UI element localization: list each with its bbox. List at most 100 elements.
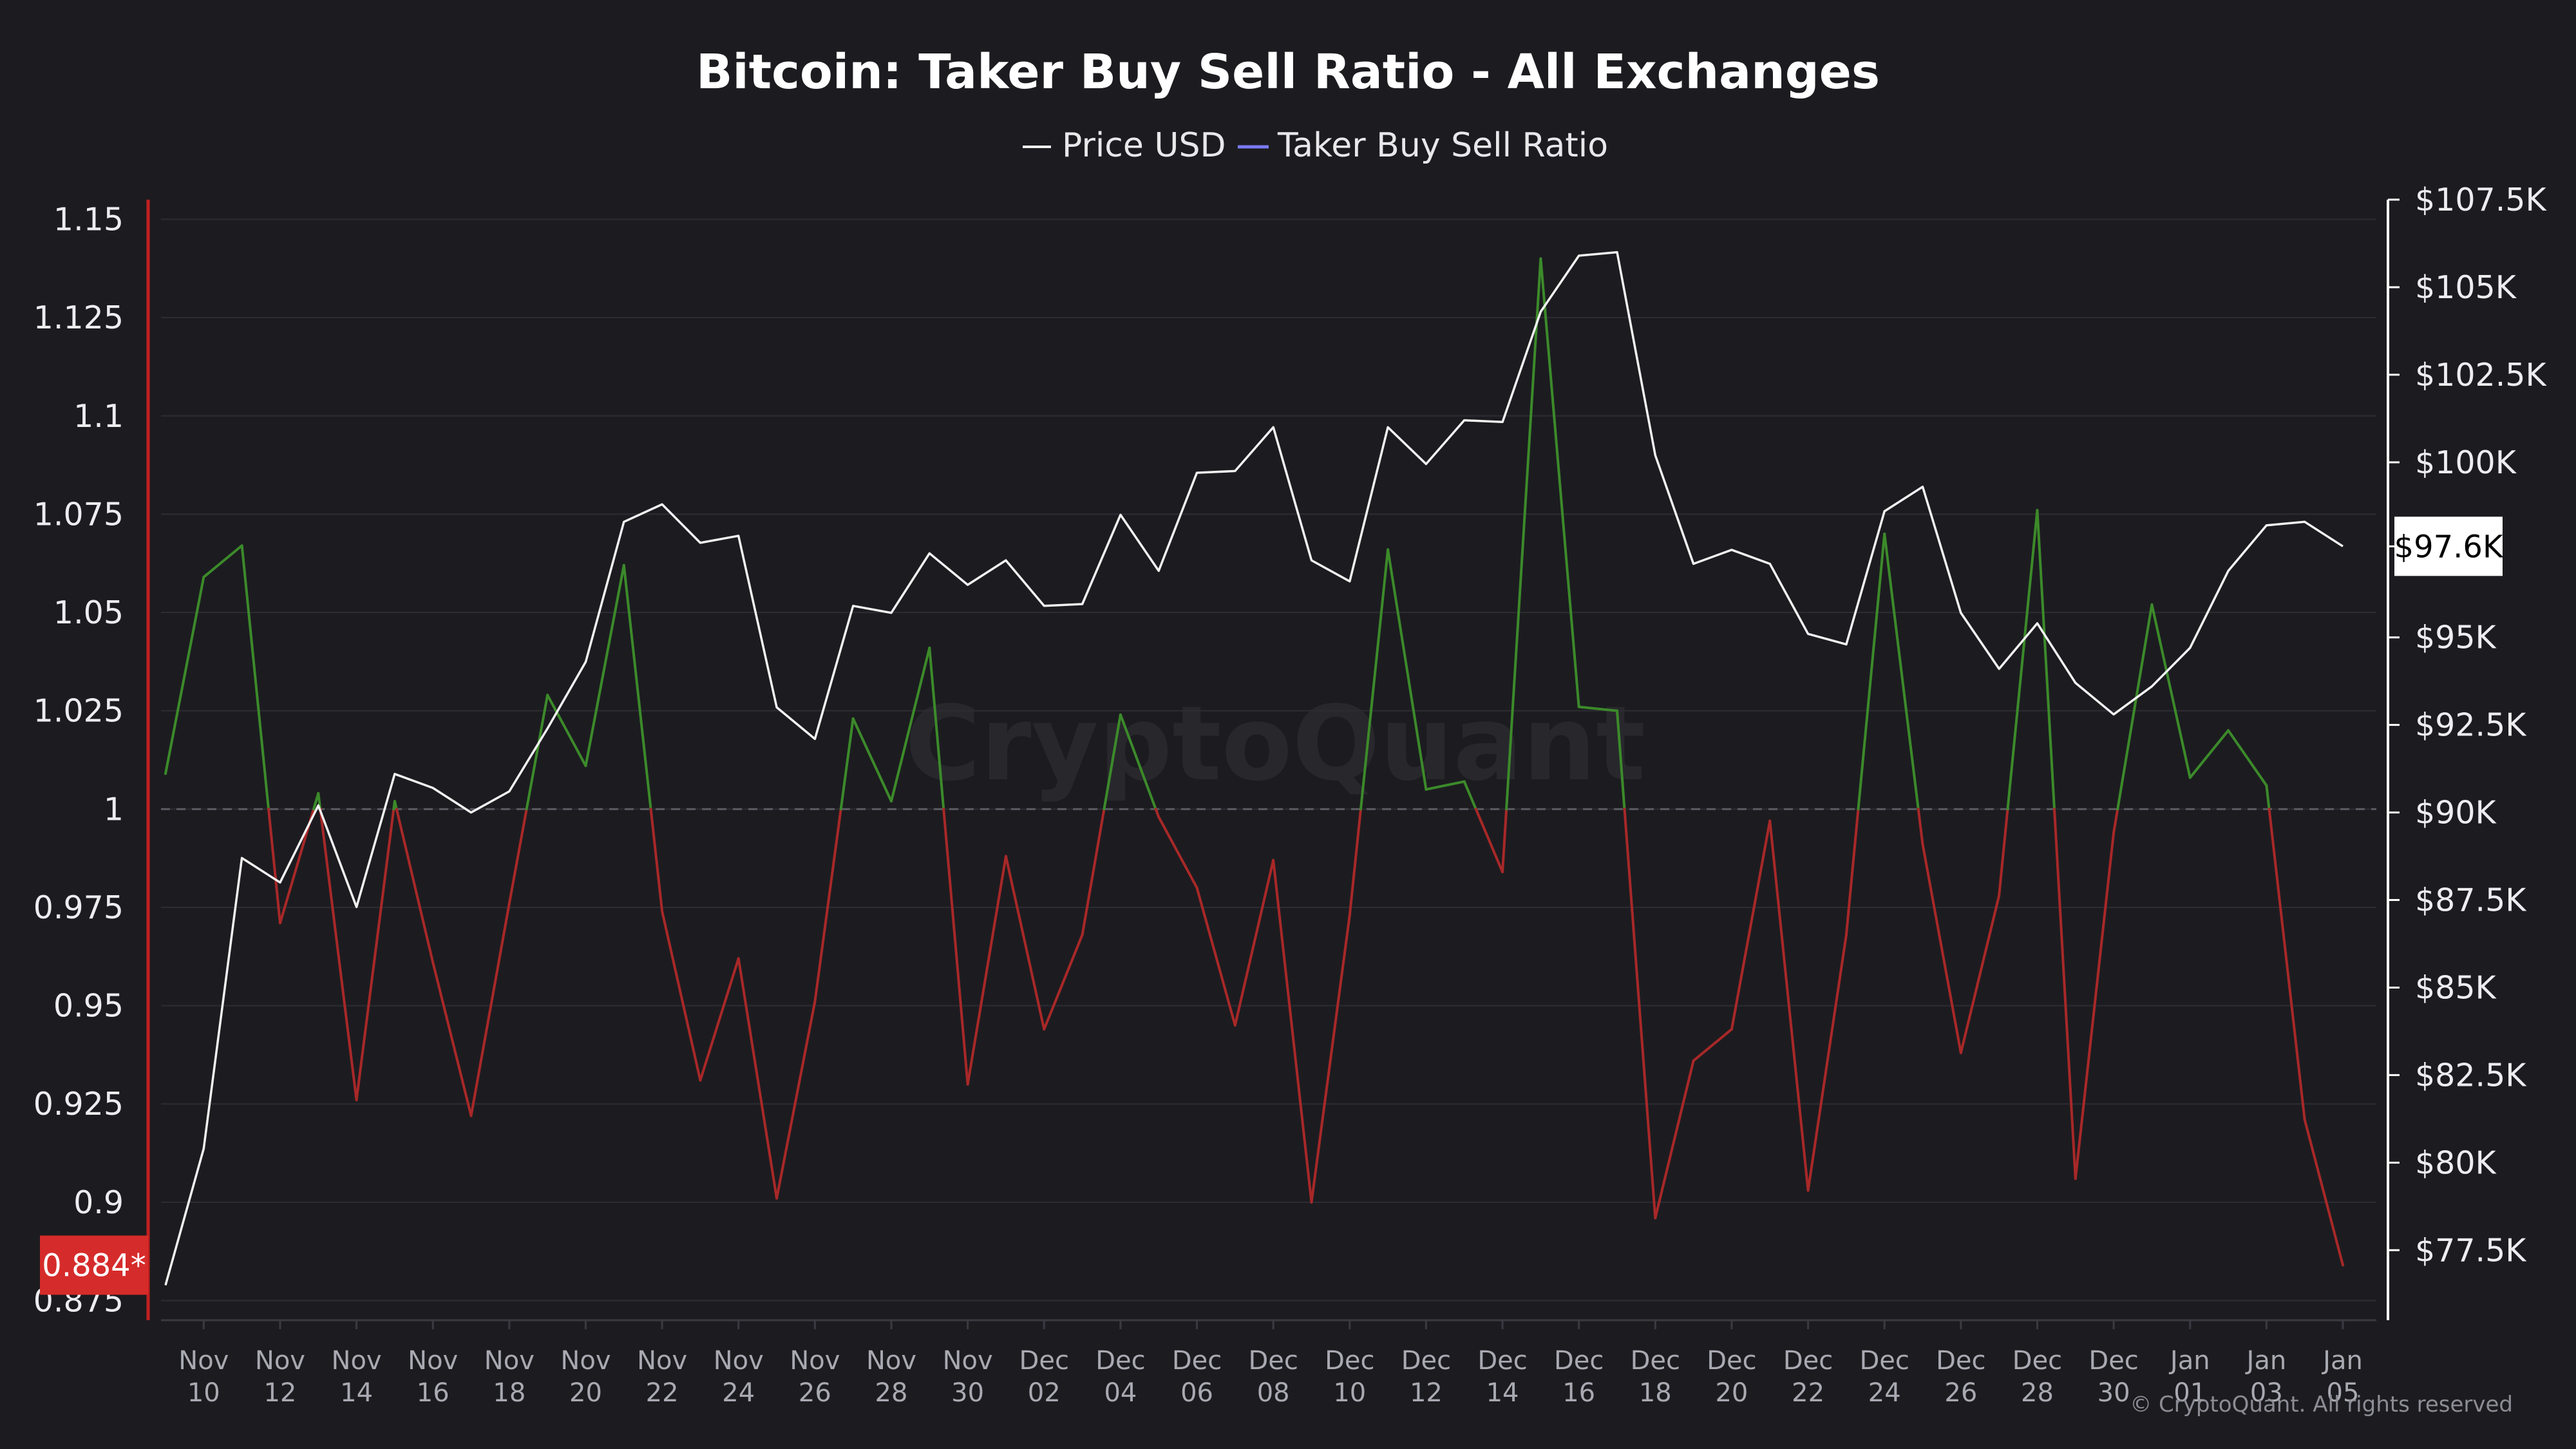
ratio-segment: [1921, 843, 1962, 1054]
ratio-segment: [393, 800, 398, 811]
ratio-segment: [942, 808, 969, 1086]
ratio-segment: [431, 961, 473, 1117]
x-tick-label: Dec 26: [1936, 1346, 1985, 1408]
x-tick-label: Nov 16: [408, 1346, 458, 1408]
x-tick-label: Jan 03: [2245, 1346, 2287, 1408]
ratio-segment: [1806, 933, 1848, 1192]
ratio-segment: [267, 808, 281, 925]
ratio-segment: [2265, 784, 2271, 811]
ratio-segment: [2227, 729, 2268, 787]
ratio-segment: [1195, 886, 1236, 1027]
ratio-segment: [2116, 603, 2154, 811]
ratio-segment: [1425, 780, 1466, 791]
ratio-segment: [1310, 914, 1351, 1204]
legend-label-ratio: Taker Buy Sell Ratio: [1277, 126, 1608, 165]
ratio-segment: [966, 855, 1007, 1086]
left-tick-label: 0.95: [53, 988, 124, 1025]
x-tick-label: Nov 24: [714, 1346, 764, 1408]
legend[interactable]: Price USD Taker Buy Sell Ratio: [1023, 126, 1608, 165]
x-tick-label: Dec 12: [1401, 1346, 1451, 1408]
right-tick-label: $95K: [2415, 620, 2497, 656]
x-tick-label: Dec 06: [1172, 1346, 1222, 1408]
copyright-note: © CryptoQuant. All rights reserved: [2130, 1392, 2513, 1417]
ratio-segment: [1119, 713, 1157, 811]
x-tick-label: Dec 14: [1477, 1346, 1527, 1408]
x-tick-label: Jan 01: [2168, 1346, 2210, 1408]
ratio-segment: [1768, 819, 1810, 1192]
ratio-segment: [1654, 1059, 1695, 1220]
x-tick-label: Dec 08: [1248, 1346, 1298, 1408]
x-axis-ticks: Nov 10 Nov 12 Nov 14 Nov 16 Nov 18 Nov 20 Nov 22 Nov 24…: [178, 1320, 2363, 1408]
right-tick-label: $87.5K: [2415, 882, 2527, 919]
ratio-segment: [1081, 808, 1106, 936]
ratio-segment: [525, 694, 549, 811]
ratio-segment: [164, 576, 205, 775]
x-tick-label: Dec 16: [1554, 1346, 1604, 1408]
series-price-usd: [164, 251, 2344, 1286]
x-tick-label: Dec 18: [1631, 1346, 1680, 1408]
ratio-segment: [355, 808, 395, 1102]
x-tick-label: Nov 20: [560, 1346, 611, 1408]
x-tick-label: Dec 10: [1325, 1346, 1374, 1408]
legend-label-price: Price USD: [1062, 126, 1226, 165]
left-tick-label: 0.9: [73, 1184, 124, 1221]
x-tick-label: Nov 26: [790, 1346, 840, 1408]
ratio-segment: [813, 808, 842, 1003]
right-badge-label: $97.6K: [2394, 529, 2504, 565]
ratio-segment: [1233, 858, 1275, 1027]
ratio-segment: [649, 808, 664, 913]
ratio-segment: [1004, 855, 1046, 1031]
ratio-segment: [1157, 815, 1198, 889]
left-tick-label: 1.1: [73, 398, 124, 435]
left-badge-box: [40, 1235, 148, 1295]
right-tick-label: $80K: [2415, 1144, 2497, 1181]
x-tick-label: Nov 30: [943, 1346, 993, 1408]
gridlines: [161, 218, 2376, 1302]
x-tick-label: Nov 18: [484, 1346, 535, 1408]
ratio-segment: [1857, 532, 1886, 811]
left-tick-label: 1: [104, 791, 124, 828]
ratio-segment: [2150, 603, 2192, 779]
ratio-segment: [890, 647, 931, 803]
left-tick-label: 1.05: [53, 594, 124, 631]
ratio-segment: [2112, 808, 2119, 834]
right-tick-label: $107.5K: [2415, 182, 2547, 218]
ratio-segment: [2303, 1118, 2344, 1267]
ratio-segment: [202, 544, 243, 579]
ratio-segment: [1844, 808, 1860, 936]
ratio-segment: [584, 564, 625, 768]
x-tick-label: Dec 24: [1860, 1346, 1909, 1408]
ratio-segment: [1692, 1028, 1733, 1063]
ratio-segment: [1359, 548, 1390, 811]
legend-item-ratio[interactable]: Taker Buy Sell Ratio: [1238, 126, 1608, 165]
x-tick-label: Dec 04: [1095, 1346, 1145, 1408]
ratio-segment: [2052, 808, 2077, 1180]
ratio-segment: [1387, 548, 1428, 791]
left-axis-ticks: 1.15 1.125 1.1 1.075 1.05 1.025 1 0.975 0.95 0.92…: [33, 202, 124, 1320]
ratio-segment: [851, 717, 893, 803]
ratio-segment: [2006, 509, 2039, 811]
ratio-segment: [1463, 780, 1477, 811]
ratio-segment: [775, 1000, 817, 1200]
left-tick-label: 1.125: [33, 299, 124, 336]
ratio-segment: [1623, 808, 1657, 1220]
ratio-segment: [1348, 808, 1363, 917]
right-current-value-badge: $97.6K: [2394, 516, 2504, 576]
right-tick-label: $92.5K: [2415, 707, 2527, 744]
ratio-segment: [507, 808, 528, 905]
legend-item-price[interactable]: Price USD: [1023, 126, 1226, 165]
x-tick-label: Jan 05: [2321, 1346, 2363, 1408]
ratio-segment: [240, 544, 270, 811]
x-tick-label: Dec 22: [1783, 1346, 1833, 1408]
left-badge-label: 0.884*: [42, 1248, 146, 1284]
ratio-segment: [1616, 709, 1626, 811]
right-badge-box: [2394, 516, 2503, 576]
right-tick-label: $90K: [2415, 795, 2497, 831]
right-tick-label: $77.5K: [2415, 1232, 2527, 1269]
x-tick-label: Dec 30: [2088, 1346, 2138, 1408]
right-tick-label: $100K: [2415, 444, 2517, 481]
ratio-segment: [1539, 257, 1580, 708]
ratio-segment: [699, 957, 740, 1082]
ratio-segment: [1998, 808, 2009, 897]
ratio-segment: [2036, 509, 2056, 811]
